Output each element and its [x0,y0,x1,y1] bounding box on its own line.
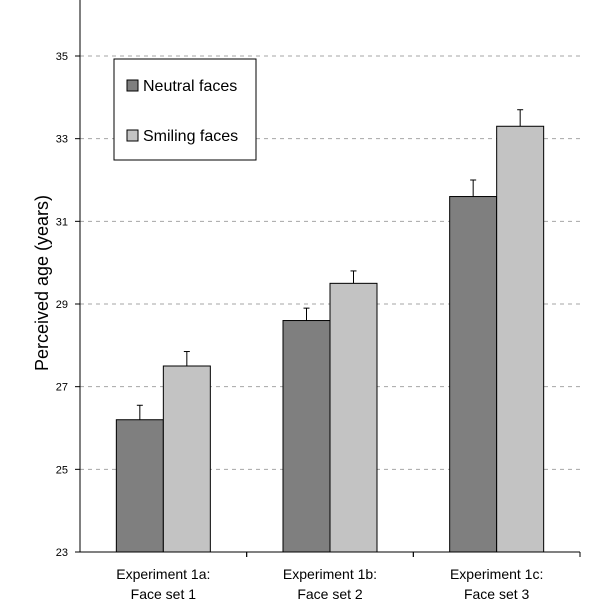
x-tick-label: Face set 2 [297,586,363,602]
x-tick-label: Experiment 1a: [116,566,210,582]
y-tick-label: 35 [56,51,68,63]
x-tick-label: Experiment 1c: [450,566,543,582]
legend-swatch [126,129,139,142]
y-tick-label: 31 [56,216,68,228]
x-tick-label: Experiment 1b: [283,566,377,582]
x-tick-label: Face set 1 [131,586,197,602]
bar [449,196,498,553]
bar [496,125,545,553]
x-tick-label: Face set 3 [464,586,530,602]
legend-label: Smiling faces [143,128,238,145]
legend: Neutral faces Smiling faces [113,58,257,161]
bar [115,419,164,553]
y-axis-label: Perceived age (years) [32,195,52,371]
legend-swatch [126,79,139,92]
y-axis: 23 25 27 29 31 33 35 [56,0,81,559]
bars [115,125,545,553]
y-tick-label: 23 [56,547,68,559]
legend-label: Neutral faces [143,78,237,95]
y-tick-label: 33 [56,134,68,146]
bar [162,365,211,553]
bar [329,282,378,553]
legend-box [113,58,257,161]
y-tick-label: 25 [56,464,68,476]
bar [282,320,331,553]
x-axis: Experiment 1a: Face set 1 Experiment 1b: Fa… [80,551,581,602]
y-tick-label: 27 [56,382,68,394]
error-bars [136,109,524,420]
y-tick-label: 29 [56,299,68,311]
